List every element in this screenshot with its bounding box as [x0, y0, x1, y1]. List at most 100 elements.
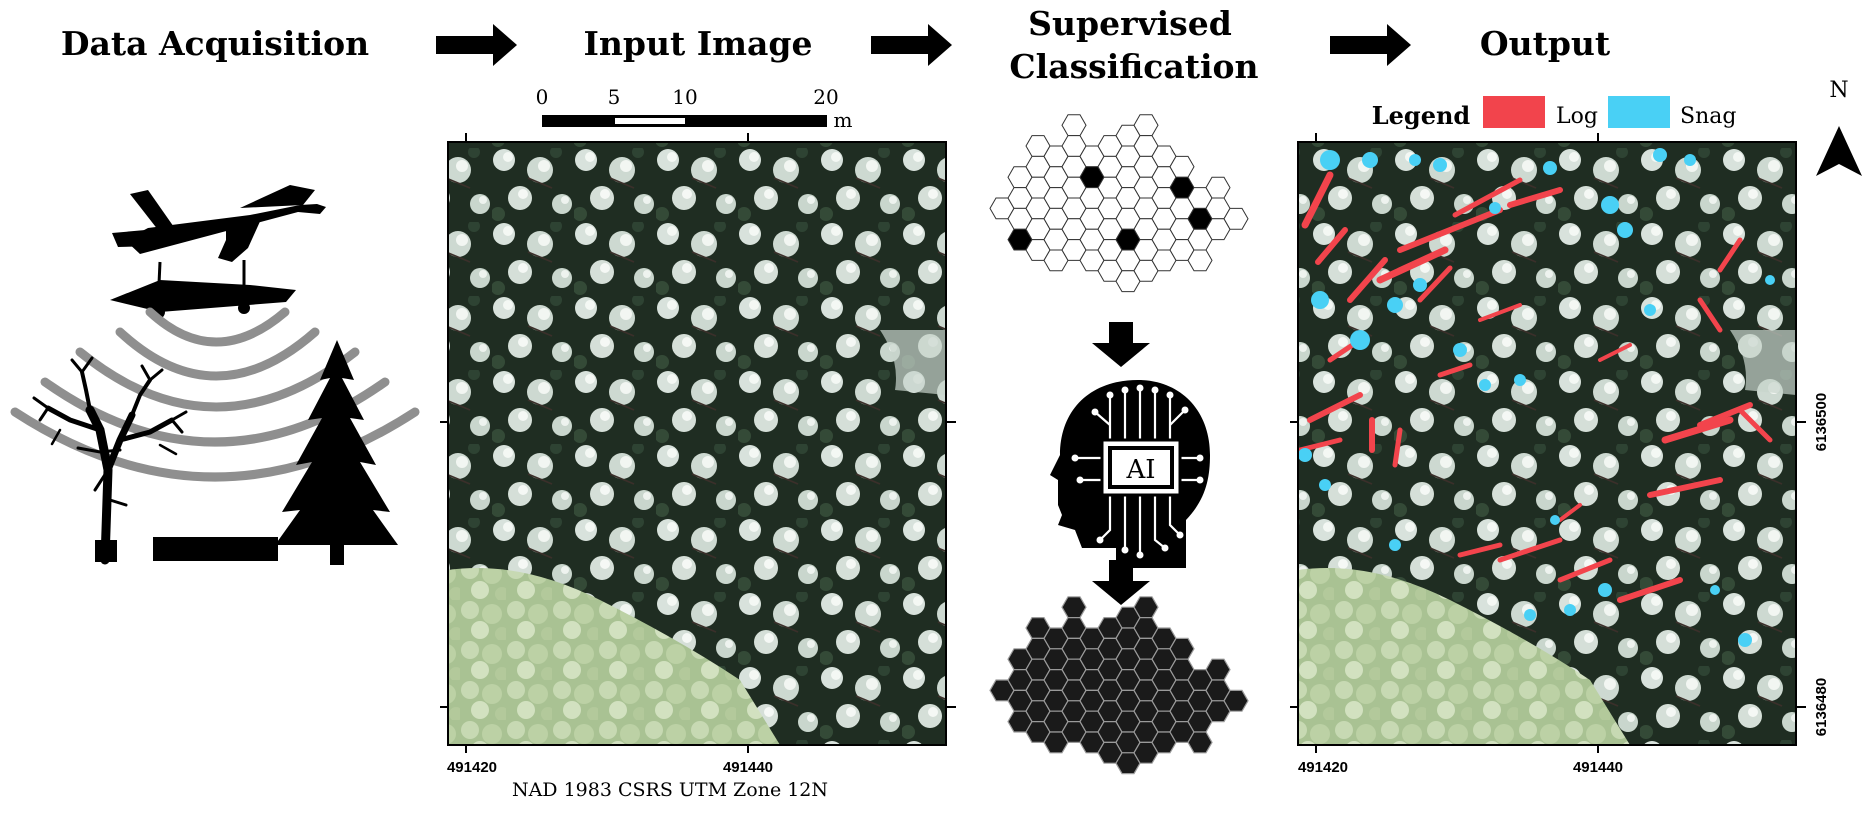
scale-tick-10: 10 — [672, 85, 697, 109]
log-mark — [1315, 227, 1348, 265]
snag-mark — [1387, 297, 1403, 313]
header-input-image: Input Image — [583, 24, 812, 63]
log-mark — [1347, 257, 1388, 303]
snag-mark — [1514, 374, 1526, 386]
legend: Legend Log Snag — [1372, 96, 1736, 130]
snag-mark — [1311, 291, 1329, 309]
log-mark — [1558, 503, 1582, 522]
hex-cell — [1169, 637, 1195, 660]
log-detection-marks — [1298, 171, 1773, 603]
snag-mark — [1653, 148, 1667, 162]
header-output: Output — [1480, 24, 1611, 63]
hex-cell — [1133, 596, 1159, 619]
y-tick-label: 6136500 — [1813, 393, 1830, 451]
log-mark — [1397, 207, 1503, 253]
x-tick-label: 491440 — [723, 759, 773, 776]
y-tick-label: 6136480 — [1813, 678, 1830, 736]
snag-mark — [1489, 202, 1501, 214]
log-mark — [1647, 477, 1723, 498]
log-mark — [1717, 237, 1743, 273]
legend-label-log: Log — [1556, 104, 1598, 129]
scale-tick-20: 20 — [813, 85, 838, 109]
input-image-panel — [440, 133, 956, 753]
classified-hex-grid — [989, 596, 1249, 775]
downed-log-icon — [153, 537, 278, 561]
log-mark — [1737, 407, 1773, 443]
snag-mark — [1320, 150, 1340, 170]
scale-bar: 0 5 10 20 m — [536, 85, 853, 132]
snag-mark — [1389, 539, 1401, 551]
flow-arrow-right-icon — [871, 24, 952, 66]
log-mark — [1457, 542, 1503, 558]
hex-cell — [1061, 114, 1087, 137]
log-mark — [1497, 537, 1563, 563]
snag-mark — [1543, 161, 1557, 175]
projection-label: NAD 1983 CSRS UTM Zone 12N — [512, 779, 828, 801]
snag-mark — [1433, 158, 1447, 172]
flow-arrow-down-icon — [1092, 560, 1150, 605]
flow-arrow-down-icon — [1092, 322, 1150, 367]
log-mark — [1392, 427, 1403, 468]
snag-mark — [1598, 583, 1612, 597]
log-mark — [1437, 362, 1473, 378]
snag-mark — [1298, 448, 1312, 462]
snag-mark — [1765, 275, 1775, 285]
header-supervised-line2: Classification — [1009, 47, 1258, 86]
legend-swatch-log — [1483, 96, 1545, 128]
snag-mark — [1601, 196, 1619, 214]
log-mark — [1478, 303, 1522, 322]
log-mark — [1697, 297, 1723, 333]
training-sample-hex-grid — [989, 114, 1249, 293]
snag-mark — [1564, 604, 1576, 616]
log-mark — [1376, 246, 1449, 284]
log-mark — [1307, 392, 1363, 423]
snag-mark — [1684, 154, 1696, 166]
output-image-panel — [1290, 133, 1806, 753]
log-mark — [1417, 265, 1453, 303]
snag-mark — [1453, 343, 1467, 357]
snag-mark — [1644, 304, 1656, 316]
log-mark — [1598, 343, 1632, 362]
flow-arrow-right-icon — [1330, 24, 1411, 66]
snag-mark — [1409, 154, 1421, 166]
snag-mark — [1362, 152, 1378, 168]
snag-mark — [1550, 515, 1560, 525]
log-mark — [1452, 177, 1523, 218]
snag-mark — [1710, 585, 1720, 595]
snag-mark — [1319, 479, 1331, 491]
conifer-tree-icon — [275, 340, 398, 565]
scale-tick-0: 0 — [536, 85, 549, 109]
legend-title: Legend — [1372, 101, 1471, 130]
hex-cell — [1205, 658, 1231, 681]
snag-mark — [1413, 278, 1427, 292]
ai-chip-label: AI — [1125, 455, 1155, 485]
hex-cell — [1187, 731, 1213, 754]
header-data-acquisition: Data Acquisition — [61, 24, 369, 63]
legend-swatch-snag — [1608, 96, 1670, 128]
header-supervised-line1: Supervised — [1028, 4, 1232, 43]
hex-cell — [1223, 689, 1249, 712]
scale-unit: m — [834, 108, 853, 132]
dead-tree-snag-icon — [32, 356, 188, 565]
legend-label-snag: Snag — [1680, 104, 1736, 129]
log-mark — [1557, 557, 1613, 583]
ai-head-icon: AI — [1050, 380, 1210, 568]
flow-arrow-right-icon — [436, 24, 517, 66]
scale-tick-5: 5 — [608, 85, 621, 109]
log-mark — [1661, 416, 1734, 444]
snag-mark — [1479, 379, 1491, 391]
snag-mark — [1524, 609, 1536, 621]
snag-mark — [1350, 330, 1370, 350]
log-mark — [1507, 187, 1563, 208]
north-arrow-icon: N — [1816, 78, 1862, 176]
log-mark — [1301, 171, 1334, 229]
snag-detection-marks — [1298, 148, 1775, 647]
airplane-icon — [110, 185, 326, 319]
snag-mark — [1617, 222, 1633, 238]
x-tick-label: 491420 — [447, 759, 497, 776]
north-label: N — [1829, 78, 1848, 103]
log-mark — [1617, 577, 1683, 603]
x-tick-label: 491420 — [1298, 759, 1348, 776]
x-tick-label: 491440 — [1573, 759, 1623, 776]
